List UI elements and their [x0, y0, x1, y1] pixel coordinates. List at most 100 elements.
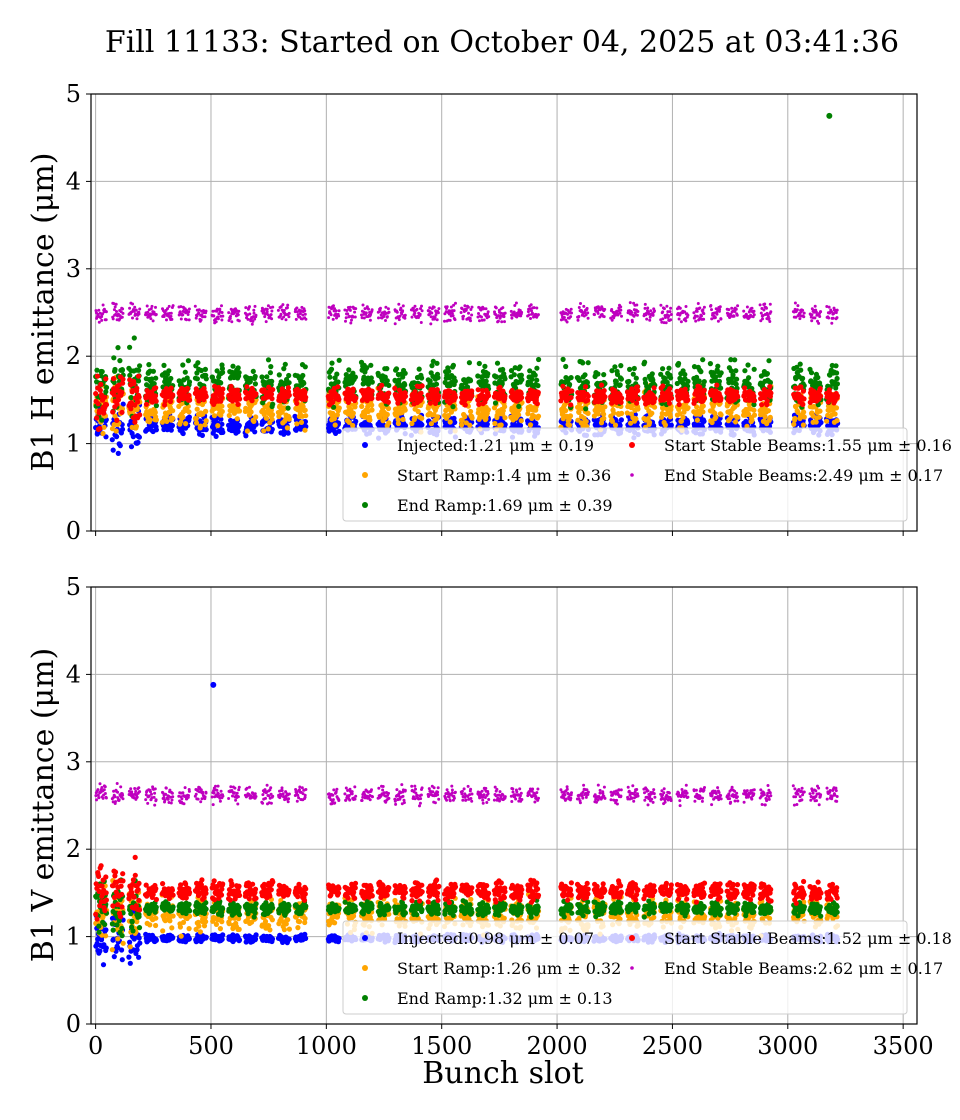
- data-point: [151, 319, 155, 323]
- data-point: [793, 301, 797, 305]
- data-point: [628, 420, 634, 426]
- data-point: [336, 396, 342, 402]
- data-point: [303, 413, 309, 419]
- data-point: [684, 305, 688, 308]
- data-point: [265, 426, 271, 432]
- data-point: [269, 378, 275, 384]
- data-point: [415, 307, 419, 311]
- data-point: [646, 306, 650, 310]
- data-point: [397, 405, 403, 411]
- data-point: [115, 310, 118, 313]
- data-point: [327, 316, 331, 320]
- data-point: [533, 420, 539, 426]
- data-point: [718, 305, 722, 309]
- data-point: [135, 378, 142, 384]
- data-point: [286, 303, 290, 307]
- data-point: [103, 402, 110, 408]
- data-point: [467, 422, 473, 428]
- data-point: [762, 308, 766, 312]
- data-point: [186, 379, 193, 385]
- data-point: [303, 312, 307, 316]
- data-point: [535, 389, 541, 396]
- data-point: [736, 304, 740, 308]
- data-point: [270, 401, 276, 407]
- data-point: [385, 399, 391, 405]
- data-point: [598, 382, 605, 388]
- data-point: [801, 409, 807, 415]
- data-point: [346, 419, 352, 425]
- data-point: [385, 405, 392, 412]
- data-point: [252, 429, 258, 435]
- data-point: [454, 301, 457, 305]
- data-point: [808, 370, 815, 376]
- data-point: [668, 375, 674, 381]
- data-point: [609, 418, 616, 424]
- data-point: [112, 366, 118, 373]
- data-point: [385, 315, 389, 319]
- data-point: [664, 321, 668, 325]
- data-point: [649, 371, 655, 377]
- data-point: [763, 302, 767, 306]
- data-point: [379, 382, 385, 388]
- data-point: [226, 412, 232, 419]
- data-point: [677, 317, 681, 321]
- data-point: [716, 420, 723, 427]
- data-point: [467, 378, 474, 384]
- data-point: [428, 421, 434, 427]
- data-point: [635, 406, 641, 412]
- data-point: [270, 317, 274, 321]
- data-point: [399, 306, 403, 310]
- data-point: [450, 362, 456, 368]
- data-point: [470, 305, 474, 309]
- data-point: [635, 303, 639, 307]
- data-point: [368, 318, 372, 322]
- data-point: [585, 410, 591, 416]
- data-point: [612, 364, 618, 370]
- data-point: [199, 432, 205, 438]
- data-point: [469, 319, 472, 323]
- data-point: [219, 408, 225, 415]
- data-point: [469, 415, 475, 421]
- data-point: [419, 375, 425, 381]
- data-point: [359, 403, 365, 409]
- data-point: [419, 321, 423, 324]
- data-point: [384, 378, 390, 384]
- data-point: [220, 386, 226, 392]
- series-end-stable-beams: [94, 301, 839, 326]
- data-point: [579, 302, 582, 305]
- data-point: [294, 400, 300, 406]
- data-point: [516, 412, 522, 418]
- data-point: [700, 403, 706, 409]
- data-point: [452, 309, 456, 313]
- data-point: [199, 318, 203, 322]
- data-point: [635, 388, 641, 394]
- data-point: [834, 370, 840, 376]
- data-point: [446, 368, 452, 374]
- data-point: [203, 418, 209, 424]
- data-point: [459, 417, 465, 423]
- data-point: [269, 313, 273, 317]
- data-point: [667, 414, 674, 420]
- data-point: [195, 360, 201, 366]
- data-point: [453, 318, 457, 322]
- data-point: [369, 407, 375, 413]
- data-point: [626, 318, 630, 322]
- data-point: [527, 422, 534, 428]
- data-point: [818, 419, 824, 426]
- data-point: [186, 414, 192, 420]
- data-point: [350, 318, 353, 322]
- data-point: [334, 309, 338, 313]
- data-point: [718, 395, 724, 401]
- data-point: [565, 320, 569, 324]
- data-point: [434, 387, 440, 393]
- data-point: [436, 393, 442, 399]
- data-point: [582, 384, 589, 390]
- data-point: [93, 391, 99, 397]
- data-point: [265, 307, 269, 311]
- data-point: [583, 406, 589, 412]
- data-point: [334, 371, 340, 377]
- data-point: [602, 315, 606, 319]
- data-point: [451, 415, 457, 421]
